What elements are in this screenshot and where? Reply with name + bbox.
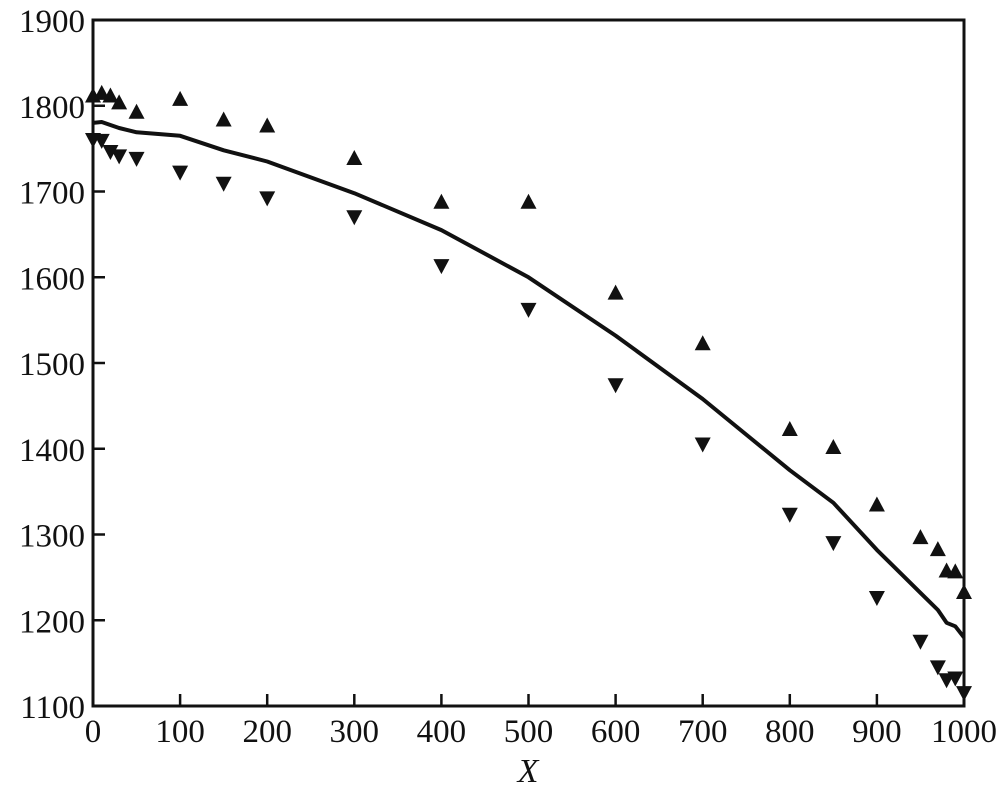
lower-point bbox=[102, 145, 119, 161]
lower-point bbox=[215, 176, 232, 192]
x-tick-label: 600 bbox=[591, 714, 641, 750]
lower-point bbox=[956, 686, 972, 702]
x-tick-label: 800 bbox=[765, 714, 815, 750]
lower-point bbox=[694, 437, 711, 453]
lower-point bbox=[346, 210, 363, 226]
y-tick-label: 1500 bbox=[19, 347, 85, 383]
y-tick-label: 1900 bbox=[19, 4, 85, 40]
x-axis-label: X bbox=[516, 753, 540, 790]
axes: 0 100 200 300 400 500 600 700 800 900 1000 1100 1200… bbox=[19, 4, 997, 750]
lower-point bbox=[947, 671, 964, 687]
y-tick-label: 1600 bbox=[19, 261, 85, 297]
upper-point bbox=[694, 335, 711, 351]
upper-point bbox=[781, 421, 798, 437]
upper-point bbox=[520, 193, 537, 209]
lower-point bbox=[172, 165, 189, 181]
upper-point bbox=[172, 90, 189, 106]
lower-point bbox=[607, 378, 624, 394]
lower-point bbox=[93, 133, 110, 149]
upper-point bbox=[607, 284, 624, 300]
lower-point bbox=[433, 259, 450, 275]
lower-point bbox=[111, 149, 128, 165]
upper-point bbox=[111, 94, 128, 110]
lower-point bbox=[868, 590, 885, 606]
y-tick-label: 1800 bbox=[19, 90, 85, 126]
upper-point bbox=[346, 150, 363, 166]
upper-point bbox=[102, 87, 119, 103]
x-tick-label: 300 bbox=[330, 714, 380, 750]
lower-point bbox=[781, 507, 798, 523]
x-tick-label: 900 bbox=[852, 714, 902, 750]
upper-point bbox=[947, 563, 964, 579]
marks bbox=[85, 84, 972, 702]
y-tick-label: 1200 bbox=[19, 604, 85, 640]
lower-point bbox=[825, 536, 842, 552]
x-tick-label: 200 bbox=[242, 714, 292, 750]
upper-point bbox=[912, 529, 929, 545]
y-tick-label: 1300 bbox=[19, 519, 85, 555]
x-tick-label: 500 bbox=[504, 714, 554, 750]
upper-point bbox=[215, 111, 232, 127]
y-tick-label: 1100 bbox=[20, 690, 85, 726]
x-tick-label: 400 bbox=[417, 714, 467, 750]
upper-point bbox=[956, 583, 972, 599]
lower-point bbox=[128, 151, 145, 167]
y-tick-label: 1700 bbox=[19, 176, 85, 212]
lower-point bbox=[929, 660, 946, 676]
lower-point bbox=[259, 191, 276, 207]
x-tick-label: 700 bbox=[678, 714, 728, 750]
series-line bbox=[92, 120, 966, 639]
upper-point bbox=[93, 84, 110, 100]
upper-point bbox=[825, 439, 842, 455]
upper-point bbox=[929, 541, 946, 557]
x-tick-label: 1000 bbox=[931, 714, 997, 750]
upper-point bbox=[433, 193, 450, 209]
upper-point bbox=[128, 103, 145, 119]
x-tick-label: 100 bbox=[155, 714, 205, 750]
x-tick-label: 0 bbox=[85, 714, 102, 750]
y-tick-label: 1400 bbox=[19, 433, 85, 469]
upper-point bbox=[259, 117, 276, 133]
upper-point bbox=[868, 496, 885, 512]
lower-point bbox=[912, 634, 929, 650]
lower-point bbox=[520, 302, 537, 318]
